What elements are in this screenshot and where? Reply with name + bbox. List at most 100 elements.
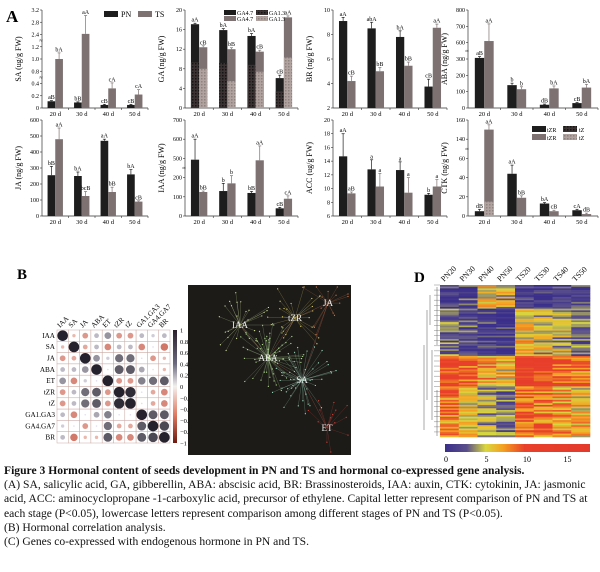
gene-node [308,317,310,319]
bar-ts [227,183,236,216]
heatmap-cell [533,345,553,348]
heatmap-cell [496,357,516,360]
heatmap-cell [496,388,516,391]
heatmap-cell [440,382,460,385]
correlation-dot [114,365,124,374]
heatmap-cell [458,306,478,309]
y-tick-label: 6 [327,214,330,220]
gene-node [255,361,257,363]
heatmap-cell [496,361,516,363]
y-axis-label: GA (ng/g FW) [157,35,166,82]
network-edge [297,347,303,381]
gene-node [269,376,271,378]
heatmap-cell [552,290,572,293]
correlation-dot [159,421,170,431]
heatmap-cell [496,332,516,335]
heatmap-cell [533,374,553,377]
heatmap-cell [552,374,572,377]
heatmap-cell [440,366,460,369]
heatmap-cell [440,431,460,434]
heatmap-cell [533,404,553,407]
heatmap-cell [477,315,497,318]
heatmap-cell [571,430,591,433]
heatmap-cell [477,393,497,396]
heatmap-cell [552,345,572,348]
correlation-matrix: IAAIAASASAJAJAABAABAETETtZRtZRtZtZGA1.GA… [25,302,192,447]
heatmap-cell [496,295,516,298]
heatmap-cell [552,418,572,421]
heatmap-cell [533,330,553,333]
bar-ts [484,129,494,216]
network-edge [301,372,332,381]
heatmap-cell [552,371,572,374]
heatmap-cell [571,350,591,353]
y-tick-label: 800 [456,8,465,14]
x-tick-label: 50 d [278,111,290,118]
gene-node [332,413,334,416]
heatmap-cell [440,413,460,416]
gene-node [306,388,308,390]
colorbar-tick-label: 0 [180,384,183,391]
correlation-dot [81,399,90,408]
heatmap-cell [496,306,516,309]
gene-node [279,308,281,310]
correlation-dot [104,343,112,351]
heatmap-cell [440,349,460,352]
heatmap-cell [496,355,516,358]
network-edge [301,369,306,381]
legend-label: tZR [547,136,556,142]
heatmap-cell [440,406,460,409]
heatmap-cell [458,381,478,384]
network-edge [267,317,296,319]
network-edge [257,341,269,359]
heatmap-cell [515,333,535,336]
heatmap-cell [571,355,591,358]
network-edge [281,372,303,381]
heatmap-cell [515,288,535,291]
gene-node [330,417,332,419]
heatmap-cell [458,396,478,399]
heatmap-cell [533,350,553,353]
heatmap-cell [440,376,460,379]
heatmap-cell [496,342,516,345]
heatmap-cell [515,342,535,345]
heatmap-cell [571,323,591,326]
heatmap-cell [552,298,572,301]
heatmap-cell [496,409,516,412]
heatmap-cell [533,359,553,362]
network-edge [326,410,336,429]
bar-chart-aba: 0 100 200 300 600 700 800 ≈ ABA (ng/g FW) 20 d aB a… [440,8,599,118]
heatmap-cell [571,340,591,343]
column-label: JA [78,318,90,330]
bar-ts [516,89,527,108]
heatmap-cell [458,425,478,428]
network-edge [267,357,287,379]
y-tick-label: 60 [459,156,465,162]
caption-c: (C) Genes co-expressed with endogenous h… [4,535,310,549]
heatmap-cell [571,377,591,380]
heatmap-cell [533,337,553,340]
gene-node [263,311,265,313]
heatmap-cell [440,421,460,424]
heatmap-cell [440,288,460,291]
gene-node [335,370,337,372]
heatmap-cell [496,320,516,323]
x-tick-label: 50 d [427,219,439,226]
heatmap-cell [477,320,497,323]
network-edge [301,379,328,429]
y-tick-label: 100 [456,90,465,96]
column-label: PN30 [458,264,477,283]
heatmap-cell [477,418,497,421]
heatmap-cell [571,399,591,402]
network-edge [326,427,349,436]
heatmap-cell [458,382,478,385]
bar-ts [404,192,413,216]
heatmap-cell [496,310,516,313]
heatmap-cell [477,362,497,365]
heatmap-cell [533,357,553,360]
network-edge [271,317,296,325]
heatmap-cell [533,401,553,404]
heatmap-cell [477,322,497,325]
network-edge [301,379,304,401]
heatmap-cell [571,364,591,367]
